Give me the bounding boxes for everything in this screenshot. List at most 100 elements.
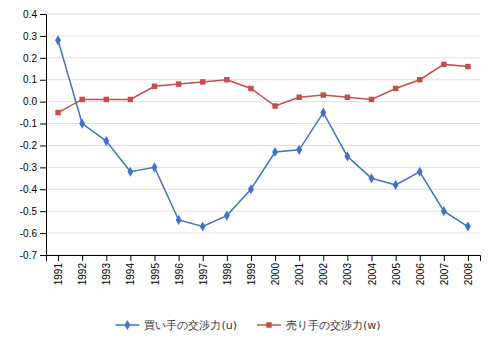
marker (224, 210, 230, 220)
y-tick-mark (40, 145, 46, 146)
legend-label: 売り手の交渉力(w) (286, 319, 381, 332)
x-tick: 1996 (174, 255, 185, 285)
marker (127, 167, 133, 177)
y-tick: 0.2 (23, 53, 46, 64)
legend: 買い手の交渉力(u) 売り手の交渉力(w) (115, 319, 380, 332)
grid-line (46, 123, 480, 124)
marker (393, 86, 398, 91)
y-tick-label: -0.7 (20, 250, 38, 261)
y-tick-label: -0.5 (20, 206, 38, 217)
marker (369, 97, 374, 102)
marker (296, 95, 301, 100)
x-tick-mark (299, 255, 300, 261)
y-tick: 0.1 (23, 74, 46, 85)
x-tick-label: 2000 (270, 263, 281, 286)
marker (55, 35, 61, 45)
y-tick: -0.2 (20, 140, 46, 151)
x-tick: 1999 (246, 255, 257, 285)
y-tick: -0.3 (20, 162, 46, 173)
y-tick-label: 0.0 (23, 96, 37, 107)
y-tick-label: 0.1 (23, 74, 37, 85)
y-tick: -0.5 (20, 206, 46, 217)
y-tick: 0.4 (23, 9, 46, 20)
marker (345, 95, 350, 100)
x-tick: 1991 (53, 255, 64, 285)
x-tick-label: 1996 (174, 263, 185, 286)
marker (344, 151, 350, 161)
grid-line (46, 167, 480, 168)
y-tick-label: -0.4 (20, 184, 38, 195)
marker (369, 173, 375, 183)
x-tick-mark (420, 255, 421, 261)
marker (200, 221, 206, 231)
x-tick: 1993 (101, 255, 112, 285)
y-tick: -0.1 (20, 118, 46, 129)
marker (176, 81, 181, 86)
x-tick-label: 2007 (439, 263, 450, 286)
y-tick-mark (40, 233, 46, 234)
x-tick: 2008 (463, 255, 474, 285)
marker (176, 215, 182, 225)
marker (465, 221, 471, 231)
x-tick-label: 1994 (125, 263, 136, 286)
y-axis-line (40, 15, 47, 256)
legend-marker (266, 322, 271, 327)
marker (296, 145, 302, 155)
grid-line (46, 79, 480, 80)
marker (248, 184, 254, 194)
marker (321, 92, 326, 97)
y-tick-label: 0.4 (23, 9, 37, 20)
x-tick-label: 1998 (222, 263, 233, 286)
y-tick: -0.6 (20, 228, 46, 239)
x-tick-mark (468, 255, 469, 261)
marker (417, 167, 423, 177)
x-axis: 1991199219931994199519961997199819992000… (47, 255, 481, 285)
marker (152, 84, 157, 89)
marker (200, 79, 205, 84)
y-tick-mark (40, 58, 46, 59)
legend-item: 売り手の交渉力(w) (257, 319, 381, 332)
grid-line (46, 101, 480, 102)
y-tick-label: -0.2 (20, 140, 38, 151)
line (58, 40, 468, 226)
x-tick-mark (203, 255, 204, 261)
x-tick-label: 2003 (342, 263, 353, 286)
grid-line (46, 14, 480, 15)
x-tick-label: 1991 (53, 263, 64, 286)
y-tick-label: -0.6 (20, 228, 38, 239)
x-tick-mark (82, 255, 83, 261)
y-tick: -0.4 (20, 184, 46, 195)
x-tick-mark (323, 255, 324, 261)
marker (104, 97, 109, 102)
x-tick-mark (372, 255, 373, 261)
y-tick-mark (40, 124, 46, 125)
series (55, 62, 470, 116)
y-tick: 0.3 (23, 31, 46, 42)
y-tick: 0.0 (23, 96, 46, 107)
x-tick-label: 2004 (367, 263, 378, 286)
x-tick: 2006 (415, 255, 426, 285)
marker (224, 77, 229, 82)
x-tick: 2005 (391, 255, 402, 285)
y-tick-mark (40, 80, 46, 81)
y-tick-mark (40, 189, 46, 190)
x-tick-mark (106, 255, 107, 261)
x-tick-label: 2002 (318, 263, 329, 286)
x-tick: 2003 (342, 255, 353, 285)
grid-line (46, 233, 480, 234)
x-tick-label: 1997 (198, 263, 209, 286)
x-tick: 1994 (125, 255, 136, 285)
marker (103, 136, 109, 146)
marker (441, 62, 446, 67)
series (55, 35, 471, 231)
x-tick-mark (251, 255, 252, 261)
grid (46, 14, 480, 255)
marker (417, 77, 422, 82)
y-tick-label: -0.3 (20, 162, 38, 173)
marker (152, 162, 158, 172)
legend-item: 買い手の交渉力(u) (115, 319, 237, 332)
x-tick-mark (275, 255, 276, 261)
line (58, 64, 468, 112)
y-tick-mark (40, 14, 46, 15)
grid-line (46, 211, 480, 212)
